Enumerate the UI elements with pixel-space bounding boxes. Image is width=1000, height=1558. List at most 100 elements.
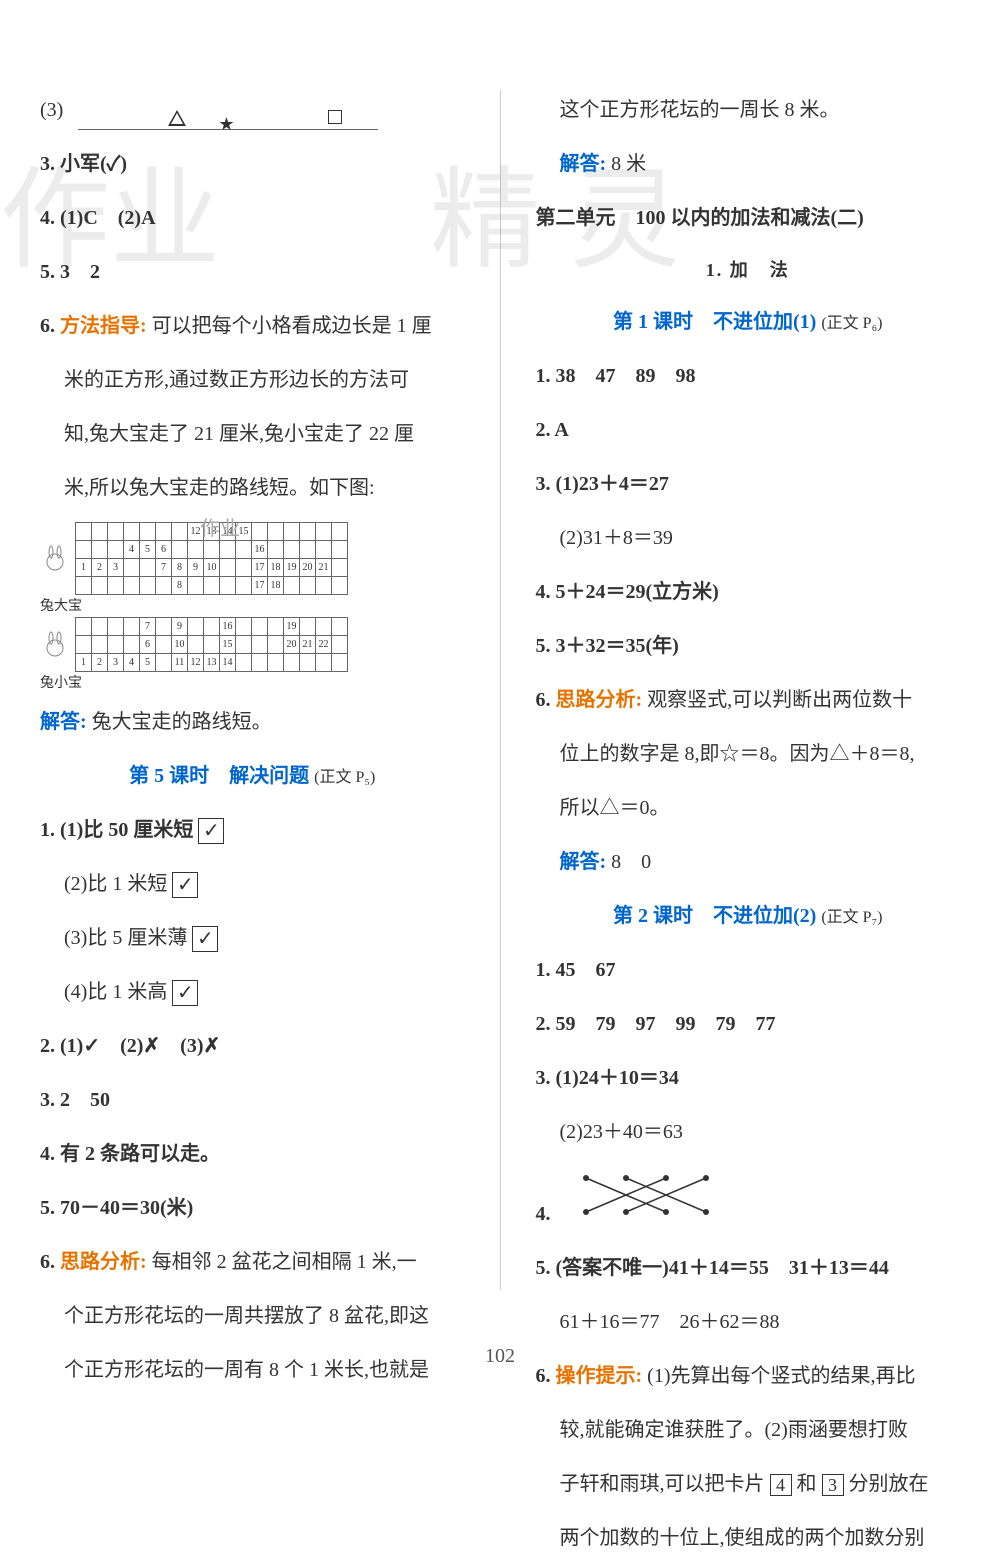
q6-answer-text: 兔大宝走的路线短。 — [92, 711, 272, 733]
q6-text-b: 米的正方形,通过数正方形边长的方法可 — [40, 360, 465, 400]
q4: 4. (1)C (2)A — [40, 198, 465, 238]
triangle-icon — [168, 110, 186, 126]
ans-label: 解答: — [560, 851, 607, 873]
q6-text-a: 可以把每个小格看成边长是 1 厘 — [152, 315, 432, 337]
sec5-ref: (正文 P₅) — [314, 769, 375, 786]
r1-q6: 6. 思路分析: 观察竖式,可以判断出两位数十 — [536, 680, 961, 720]
rabbit-grid: 作业 121314154561612378910171819202181718 … — [40, 522, 465, 692]
text-c3: 分别放在 — [849, 1473, 929, 1495]
r1-q6-ans: 解答: 8 0 — [536, 842, 961, 882]
text-c2: 和 — [797, 1473, 817, 1495]
check-box: ✓ — [172, 980, 198, 1006]
s5-q2: 2. (1)✓ (2)✗ (3)✗ — [40, 1026, 465, 1066]
s5-q5: 5. 70－40＝30(米) — [40, 1188, 465, 1228]
rabbit-big-label: 兔大宝 — [40, 595, 465, 615]
s5-q6-b: 个正方形花坛的一周共摆放了 8 盆花,即这 — [40, 1296, 465, 1336]
s5-q1-3: (3)比 5 厘米薄 ✓ — [40, 918, 465, 958]
num: 4. — [536, 1203, 551, 1225]
r1-q4: 4. 5＋24＝29(立方米) — [536, 572, 961, 612]
r2-q3a: 3. (1)24＋10＝34 — [536, 1058, 961, 1098]
rabbit-small-row: 791619610152021221234511121314 — [40, 617, 465, 672]
s5-q6: 6. 思路分析: 每相邻 2 盆花之间相隔 1 米,一 — [40, 1242, 465, 1282]
ans-text: 8 米 — [611, 153, 646, 175]
s5-q4: 4. 有 2 条路可以走。 — [40, 1134, 465, 1174]
number-line: ★ — [78, 104, 378, 130]
sec2-ref: (正文 P₇) — [821, 909, 882, 926]
num: 6. — [40, 1251, 55, 1273]
card-box-4: 4 — [770, 1474, 792, 1496]
rabbit-icon — [40, 544, 70, 574]
r2-q1: 1. 45 67 — [536, 950, 961, 990]
sec2: 第 2 课时 不进位加(2) (正文 P₇) — [536, 896, 961, 936]
r1-q2: 2. A — [536, 410, 961, 450]
answer-label: 解答: — [40, 711, 87, 733]
r2-q3b: (2)23＋40＝63 — [536, 1112, 961, 1152]
r1-q5: 5. 3＋32＝35(年) — [536, 626, 961, 666]
r1-q6-b: 位上的数字是 8,即☆＝8。因为△＋8＝8, — [536, 734, 961, 774]
check-box: ✓ — [172, 872, 198, 898]
sec2-title: 第 2 课时 不进位加(2) — [613, 905, 816, 927]
section-5-title: 第 5 课时 解决问题 (正文 P₅) — [40, 756, 465, 796]
r-top-ans: 解答: 8 米 — [536, 144, 961, 184]
q-3-shapes: (3) ★ — [40, 90, 465, 130]
left-column: (3) ★ 3. 小军(✓) 4. (1)C (2)A 5. 3 2 6. 方法… — [40, 90, 465, 1290]
r2-q2: 2. 59 79 97 99 79 77 — [536, 1004, 961, 1044]
square-icon — [328, 110, 342, 124]
grid-small: 791619610152021221234511121314 — [75, 617, 348, 672]
page-number: 102 — [0, 1345, 1000, 1368]
r-top-a: 这个正方形花坛的一周长 8 米。 — [536, 90, 961, 130]
check-box: ✓ — [192, 926, 218, 952]
r1-q1: 1. 38 47 89 98 — [536, 356, 961, 396]
sec1-title: 第 1 课时 不进位加(1) — [613, 311, 816, 333]
s5-q3: 3. 2 50 — [40, 1080, 465, 1120]
r1-q6-c: 所以△＝0。 — [536, 788, 961, 828]
text-a: 观察竖式,可以判断出两位数十 — [647, 689, 912, 711]
q6-answer: 解答: 兔大宝走的路线短。 — [40, 702, 465, 742]
num: 6. — [536, 689, 551, 711]
text: (3)比 5 厘米薄 — [64, 927, 187, 949]
num: 6. — [536, 1365, 551, 1387]
r2-q6-d: 两个加数的十位上,使组成的两个加数分别 — [536, 1518, 961, 1558]
sub1: 1. 加 法 — [536, 252, 961, 288]
label-3: (3) — [40, 99, 63, 121]
q6-block: 6. 方法指导: 可以把每个小格看成边长是 1 厘 — [40, 306, 465, 346]
think-label: 思路分析: — [60, 1251, 147, 1273]
grid-watermark: 作业 — [200, 512, 240, 541]
q6-text-c: 知,兔大宝走了 21 厘米,兔小宝走了 22 厘 — [40, 414, 465, 454]
star-icon: ★ — [218, 106, 234, 142]
s5-q1-4: (4)比 1 米高 ✓ — [40, 972, 465, 1012]
r2-q6-c: 子轩和雨琪,可以把卡片 4 和 3 分别放在 — [536, 1464, 961, 1504]
text-c1: 子轩和雨琪,可以把卡片 — [560, 1473, 765, 1495]
r2-q4: 4. — [536, 1166, 961, 1234]
op-label: 操作提示: — [556, 1365, 643, 1387]
q5: 5. 3 2 — [40, 252, 465, 292]
rabbit-small-label: 兔小宝 — [40, 672, 465, 692]
r2-q6-b: 较,就能确定谁获胜了。(2)雨涵要想打败 — [536, 1410, 961, 1450]
s5-q1-2: (2)比 1 米短 ✓ — [40, 864, 465, 904]
unit-title: 第二单元 100 以内的加法和减法(二) — [536, 198, 961, 238]
text: (4)比 1 米高 — [64, 981, 167, 1003]
rabbit-big-row: 121314154561612378910171819202181718 — [40, 522, 465, 595]
check-box: ✓ — [198, 818, 224, 844]
method-label: 方法指导: — [60, 315, 147, 337]
ans-text: 8 0 — [611, 851, 651, 873]
cross-diagram — [576, 1170, 716, 1220]
card-box-3: 3 — [822, 1474, 844, 1496]
q3: 3. 小军(✓) — [40, 144, 465, 184]
r2-q5: 5. (答案不唯一)41＋14＝55 31＋13＝44 — [536, 1248, 961, 1288]
sec1: 第 1 课时 不进位加(1) (正文 P₆) — [536, 302, 961, 342]
text-a: (1)先算出每个竖式的结果,再比 — [647, 1365, 915, 1387]
r1-q3b: (2)31＋8＝39 — [536, 518, 961, 558]
text: 1. (1)比 50 厘米短 — [40, 819, 193, 841]
s5-q1-1: 1. (1)比 50 厘米短 ✓ — [40, 810, 465, 850]
text: (2)比 1 米短 — [64, 873, 167, 895]
column-divider — [500, 90, 501, 1290]
r2-q5b: 61＋16＝77 26＋62＝88 — [536, 1302, 961, 1342]
sec1-ref: (正文 P₆) — [821, 315, 882, 332]
r1-q3a: 3. (1)23＋4＝27 — [536, 464, 961, 504]
think-label: 思路分析: — [556, 689, 643, 711]
two-column-layout: (3) ★ 3. 小军(✓) 4. (1)C (2)A 5. 3 2 6. 方法… — [40, 90, 960, 1290]
rabbit-icon — [40, 630, 70, 660]
ans-label: 解答: — [560, 153, 607, 175]
q6-num: 6. — [40, 315, 55, 337]
